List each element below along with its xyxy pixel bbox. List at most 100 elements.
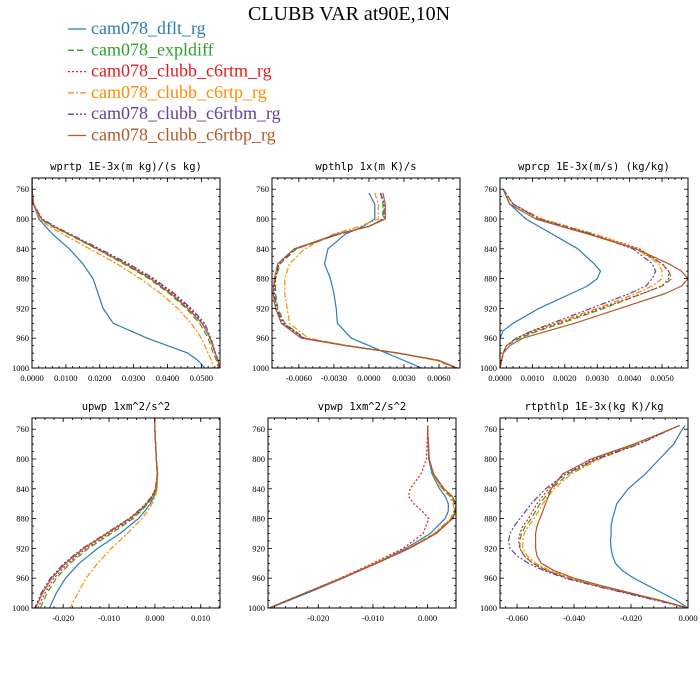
y-tick-label: 840: [256, 244, 269, 254]
plot-frame: [271, 177, 461, 369]
y-tick-label: 840: [16, 484, 29, 494]
series-line-cam078_clubb_c6rtbm_rg: [273, 192, 457, 368]
legend-entry: cam078_clubb_c6rtbm_rg: [68, 103, 281, 123]
y-tick-label: 800: [256, 214, 269, 224]
panel-title: upwp 1xm^2/s^2: [82, 401, 171, 413]
y-tick-label: 760: [484, 184, 497, 194]
y-tick-label: 960: [16, 573, 29, 583]
y-tick-label: 760: [16, 184, 29, 194]
x-tick-label: 0.010: [191, 613, 210, 623]
series-line-cam078_clubb_c6rtbp_rg: [272, 192, 458, 368]
y-tick-label: 800: [16, 454, 29, 464]
y-tick-label: 1000: [12, 603, 29, 613]
chart-panel-5: vpwp 1xm^2/s^2 760 800 840 880 920 960 1000 -0.0…: [248, 401, 457, 623]
x-tick-label: 0.000: [678, 613, 697, 623]
series-line-cam078_clubb_c6rtbp_rg: [268, 425, 456, 608]
x-tick-label: 0.0300: [122, 373, 145, 383]
chart-panel-1: wprtp 1E-3x(m kg)/(s kg) 760 800 840 880 920 9…: [12, 161, 221, 383]
series-group: [34, 418, 159, 608]
x-tick-label: -0.020: [52, 613, 74, 623]
chart-panel-3: wprcp 1E-3x(m/s) (kg/kg) 760 800 840 880 920 9…: [480, 161, 689, 383]
series-line-cam078_clubb_c6rtbp_rg: [35, 418, 158, 608]
plot-frame: [499, 417, 689, 609]
y-tick-label: 800: [252, 454, 265, 464]
series-line-cam078_expldiff: [32, 178, 219, 368]
series-line-cam078_expldiff: [268, 425, 456, 608]
panel-title: wpthlp 1x(m K)/s: [315, 161, 416, 173]
legend-entry: cam078_clubb_c6rtm_rg: [68, 61, 272, 81]
panel-title: rtpthlp 1E-3x(kg K)/kg: [524, 401, 663, 413]
x-tick-label: 0.000: [418, 613, 437, 623]
series-line-cam078_clubb_c6rtp_rg: [284, 192, 456, 368]
chart-panels: wprtp 1E-3x(m kg)/(s kg) 760 800 840 880 920 9…: [12, 161, 698, 623]
series-line-cam078_dflt_rg: [269, 425, 449, 608]
x-tick-label: -0.020: [307, 613, 329, 623]
x-tick-label: 0.0000: [488, 373, 511, 383]
series-group: [507, 424, 688, 608]
x-tick-label: 0.0100: [54, 373, 77, 383]
y-tick-label: 800: [16, 214, 29, 224]
series-line-cam078_clubb_c6rtbp_rg: [534, 424, 688, 608]
x-tick-label: -0.0060: [286, 373, 312, 383]
x-tick-label: -0.040: [563, 613, 585, 623]
y-tick-label: 840: [252, 484, 265, 494]
x-tick-label: 0.0500: [190, 373, 213, 383]
y-tick-label: 920: [16, 303, 29, 313]
x-tick-label: -0.0030: [321, 373, 347, 383]
x-tick-label: -0.010: [98, 613, 120, 623]
y-tick-label: 760: [484, 424, 497, 434]
legend-label: cam078_dflt_rg: [91, 18, 206, 38]
series-line-cam078_dflt_rg: [32, 178, 206, 368]
x-tick-label: 0.000: [145, 613, 164, 623]
y-tick-label: 880: [484, 514, 497, 524]
plot-frame: [31, 417, 221, 609]
chart-panel-4: upwp 1xm^2/s^2 760 800 840 880 920 960 1000 -0.0…: [12, 401, 221, 623]
y-tick-label: 1000: [12, 363, 29, 373]
legend-label: cam078_clubb_c6rtp_rg: [91, 82, 267, 102]
legend-entry: cam078_dflt_rg: [68, 18, 206, 38]
series-line-cam078_expldiff: [500, 188, 673, 368]
legend-label: cam078_clubb_c6rtbm_rg: [91, 103, 281, 123]
y-tick-label: 920: [16, 543, 29, 553]
series-line-cam078_clubb_c6rtbp_rg: [500, 188, 688, 368]
y-tick-label: 800: [484, 214, 497, 224]
y-tick-label: 880: [252, 514, 265, 524]
chart-panel-2: wpthlp 1x(m K)/s 760 800 840 880 920 960 1000 -0…: [252, 161, 461, 383]
x-tick-label: 0.0030: [392, 373, 415, 383]
figure-title: CLUBB VAR at90E,10N: [248, 3, 450, 25]
series-line-cam078_expldiff: [519, 424, 688, 608]
series-line-cam078_dflt_rg: [609, 425, 688, 608]
series-line-cam078_dflt_rg: [500, 188, 602, 368]
legend-entry: cam078_clubb_c6rtbp_rg: [68, 125, 276, 145]
plot-frame: [499, 177, 689, 369]
x-tick-label: 0.0010: [521, 373, 544, 383]
y-tick-label: 920: [484, 543, 497, 553]
series-line-cam078_clubb_c6rtm_rg: [32, 178, 220, 368]
series-line-cam078_expldiff: [274, 192, 457, 368]
x-tick-label: -0.060: [506, 613, 528, 623]
legend-label: cam078_expldiff: [91, 39, 214, 59]
series-line-cam078_clubb_c6rtbm_rg: [32, 178, 220, 368]
series-line-cam078_clubb_c6rtm_rg: [273, 192, 457, 368]
chart-panel-6: rtpthlp 1E-3x(kg K)/kg 760 800 840 880 920 960…: [480, 401, 698, 623]
panel-title: wprcp 1E-3x(m/s) (kg/kg): [518, 161, 670, 173]
series-line-cam078_dflt_rg: [323, 192, 422, 368]
x-tick-label: -0.020: [620, 613, 642, 623]
legend-label: cam078_clubb_c6rtm_rg: [91, 61, 272, 81]
series-line-cam078_clubb_c6rtp_rg: [522, 424, 688, 608]
x-tick-label: -0.010: [362, 613, 384, 623]
y-tick-label: 840: [484, 244, 497, 254]
series-group: [500, 188, 688, 368]
y-tick-label: 920: [252, 543, 265, 553]
y-tick-label: 1000: [480, 603, 497, 613]
series-line-cam078_clubb_c6rtp_rg: [268, 425, 455, 608]
y-tick-label: 960: [484, 333, 497, 343]
x-tick-label: 0.0050: [650, 373, 673, 383]
series-line-cam078_clubb_c6rtm_rg: [268, 425, 430, 608]
legend-label: cam078_clubb_c6rtbp_rg: [91, 125, 276, 145]
y-tick-label: 800: [484, 454, 497, 464]
y-tick-label: 760: [252, 424, 265, 434]
series-line-cam078_clubb_c6rtm_rg: [517, 424, 688, 608]
y-tick-label: 760: [256, 184, 269, 194]
